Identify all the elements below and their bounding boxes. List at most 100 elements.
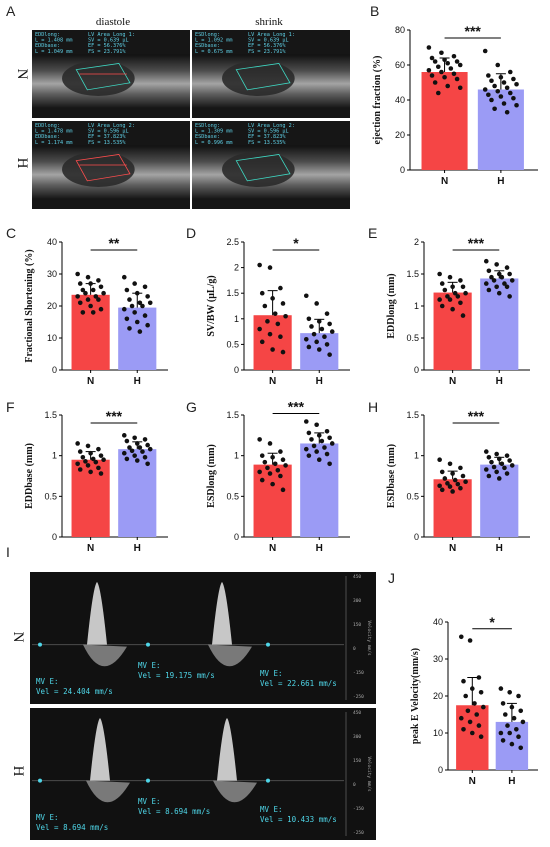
data-point-n [275,321,281,327]
velocity-scale-tick: 450 [353,710,361,716]
data-point-n [77,449,83,454]
bar-n [433,292,472,370]
data-point-n [85,274,91,280]
y-tick-label: 0 [52,532,57,542]
data-point-n [272,461,278,467]
data-point-h [516,693,521,699]
data-point-n [267,471,273,476]
data-point-h [496,290,502,296]
data-point-n [257,262,262,268]
data-point-h [494,284,499,290]
data-point-h [507,730,512,736]
y-tick-label: 0 [52,365,57,375]
y-tick-label: 60 [395,60,405,70]
data-point-n [259,290,265,296]
data-point-h [140,303,145,309]
data-point-n [85,463,91,468]
bar-n [253,464,292,537]
data-point-n [278,334,283,340]
data-point-n [461,727,466,732]
x-tick-label-h: H [134,376,141,387]
overlay-text: LV Area Long 2: [248,123,295,129]
data-point-n [458,465,463,471]
data-point-h [499,461,505,467]
data-point-n [481,704,486,710]
data-point-n [265,465,270,471]
data-point-h [498,686,504,691]
data-point-n [96,297,101,302]
velocity-scale-tick: 0 [353,782,356,788]
data-point-n [445,83,450,89]
data-point-n [442,74,447,80]
doppler-marker [266,642,270,647]
doppler-marker [38,778,42,783]
data-point-n [90,310,96,315]
data-point-h [502,712,508,717]
overlay-text: FS = 23.791% [88,49,126,55]
panel-label-a: A [6,3,16,19]
data-point-h [504,284,510,290]
data-point-n [450,471,455,476]
data-point-h [507,690,512,695]
data-point-n [280,301,286,306]
data-point-n [458,278,463,283]
data-point-h [314,339,319,345]
data-point-h [124,316,130,322]
y-tick-label: 1 [414,451,419,461]
data-point-h [132,310,137,315]
data-point-h [507,271,512,277]
data-point-n [88,469,93,475]
data-point-n [442,57,447,63]
data-point-n [270,481,275,487]
overlay-text: EDDlong: [35,32,60,38]
data-point-h [486,92,491,98]
data-point-n [437,297,442,302]
panel-label-c: C [6,225,16,241]
data-point-n [470,730,475,736]
data-point-n [445,294,450,299]
overlay-text: L = 0.675 mm [195,49,232,55]
data-point-h [324,311,330,316]
y-tick-label: 1.5 [226,288,239,298]
lv-area-outline [235,63,291,91]
overlay-text: L = 1.049 mm [35,49,72,55]
row-label-h-doppler: H [10,766,26,777]
panel-c: C 0 10 20 30 40 Fractional Shortening (%) N H ** [6,225,168,387]
overlay-text: EF = 37.823% [248,134,286,140]
data-point-h [518,708,524,714]
y-tick-label: 0.5 [226,491,239,501]
overlay-text: ESDlong: [195,32,220,38]
e-wave-peak [90,718,110,781]
data-point-n [437,483,442,489]
data-point-n [278,449,283,454]
data-point-n [75,271,80,277]
y-tick-label: 20 [433,691,443,701]
data-point-n [98,453,104,458]
y-tick-label: 2 [234,263,239,273]
data-point-h [306,453,312,458]
significance-label: *** [468,408,485,424]
data-point-h [127,326,132,331]
mv-e-label: MV E: [138,661,161,670]
x-tick-label-h: H [496,543,503,554]
data-point-n [450,306,455,312]
y-axis-label: SV/BW (μL/g) [206,275,217,336]
significance-label: ** [108,235,119,251]
data-point-h [316,433,322,438]
column-title-diastole: diastole [96,16,130,28]
data-point-n [437,271,442,277]
data-point-h [327,321,332,327]
data-point-h [514,102,519,108]
data-point-n [265,319,270,324]
data-point-n [85,297,91,302]
data-point-h [134,290,140,296]
data-point-n [257,469,262,475]
data-point-n [262,303,268,309]
ultrasound-frame-4: ESDlong: LV Area Long 2: L = 1.309 mm SV = … [192,121,350,209]
y-axis-label: EDDbase (mm) [24,443,35,509]
data-point-n [448,66,454,71]
overlay-text: LV Area Long 2: [88,123,135,129]
y-tick-label: 1.5 [406,269,419,279]
data-point-n [460,313,466,318]
data-point-h [142,313,148,318]
